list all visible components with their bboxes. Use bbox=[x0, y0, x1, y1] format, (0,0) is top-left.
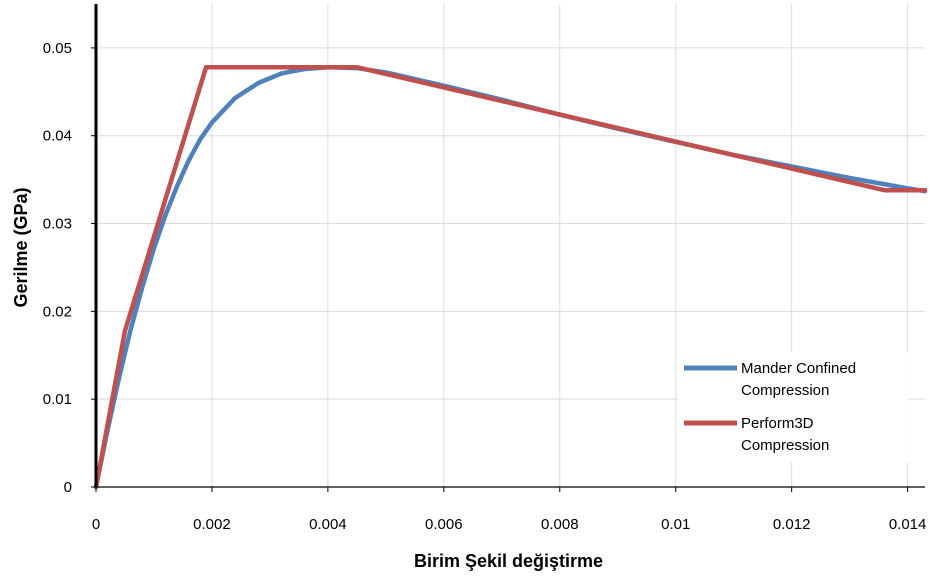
x-tick-label: 0.01 bbox=[661, 516, 690, 533]
legend-label-1: Mander Confined Compression bbox=[741, 360, 856, 399]
y-tick-label: 0 bbox=[64, 479, 72, 496]
axes bbox=[94, 4, 925, 488]
y-axis-title: Gerilme (GPa) bbox=[11, 187, 31, 307]
series-line-2 bbox=[93, 64, 928, 490]
x-tick-label: 0.006 bbox=[425, 516, 463, 533]
x-tick-labels: 0 0.002 0.004 0.006 0.008 0.01 0.012 0.014 bbox=[92, 487, 927, 533]
y-tick-label: 0.03 bbox=[43, 216, 72, 233]
x-tick-label: 0 bbox=[92, 516, 100, 533]
x-tick-label: 0.008 bbox=[541, 516, 579, 533]
y-tick-label: 0.02 bbox=[43, 303, 72, 320]
x-axis-title: Birim Şekil değiştirme bbox=[414, 551, 603, 571]
legend-label-2: Perform3D Compression bbox=[741, 415, 829, 454]
y-tick-labels: 0 0.01 0.02 0.03 0.04 0.05 bbox=[43, 40, 96, 496]
x-tick-label: 0.012 bbox=[773, 516, 811, 533]
y-tick-label: 0.01 bbox=[43, 391, 72, 408]
x-tick-label: 0.002 bbox=[193, 516, 231, 533]
x-tick-label: 0.014 bbox=[889, 516, 927, 533]
x-tick-label: 0.004 bbox=[309, 516, 347, 533]
y-tick-label: 0.04 bbox=[43, 128, 72, 145]
y-tick-label: 0.05 bbox=[43, 40, 72, 57]
legend: Mander Confined Compression Perform3D Compr… bbox=[678, 352, 908, 462]
series-group bbox=[93, 64, 928, 490]
